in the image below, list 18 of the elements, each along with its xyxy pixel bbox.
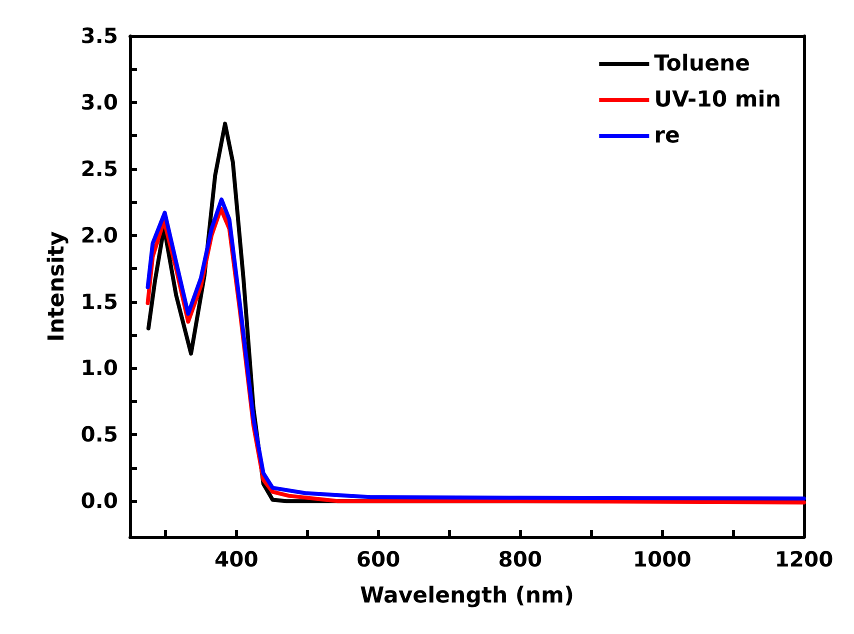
- y-tick-label: 1.5: [80, 290, 118, 314]
- x-axis-title: Wavelength (nm): [360, 584, 574, 608]
- y-tick-label: 0.0: [80, 489, 118, 514]
- x-tick-label: 400: [214, 548, 258, 572]
- y-tick-label: 3.5: [80, 24, 118, 48]
- x-tick-label: 800: [498, 548, 542, 572]
- y-tick-label: 0.5: [80, 422, 118, 447]
- y-tick-label: 1.0: [80, 356, 118, 380]
- y-axis-title: Intensity: [44, 231, 70, 342]
- legend-label: Toluene: [654, 52, 750, 76]
- legend-label: re: [654, 124, 680, 148]
- x-tick-label: 1000: [632, 548, 692, 572]
- legend-label: UV-10 min: [654, 88, 782, 112]
- y-tick-label: 3.0: [80, 90, 118, 114]
- x-tick-label: 600: [356, 548, 400, 572]
- x-tick-label: 1200: [774, 548, 834, 572]
- y-tick-label: 2.0: [80, 223, 118, 248]
- y-tick-label: 2.5: [80, 156, 118, 181]
